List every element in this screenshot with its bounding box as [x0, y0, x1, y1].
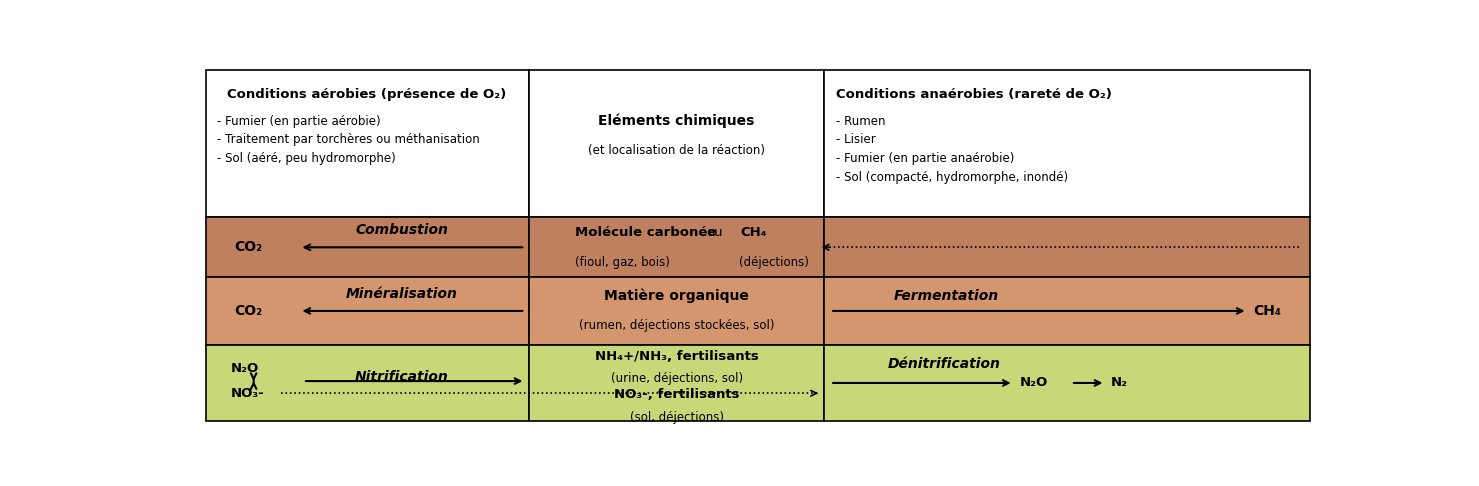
Text: N₂: N₂	[1111, 377, 1128, 389]
Text: CO₂: CO₂	[234, 240, 262, 254]
Bar	[529, 217, 824, 277]
Text: Dénitrification: Dénitrification	[887, 357, 1000, 371]
Text: Conditions aérobies (présence de O₂): Conditions aérobies (présence de O₂)	[228, 88, 507, 101]
Text: - Sol (aéré, peu hydromorphe): - Sol (aéré, peu hydromorphe)	[217, 152, 396, 165]
Text: (fioul, gaz, bois): (fioul, gaz, bois)	[574, 256, 670, 269]
Text: Conditions anaérobies (rareté de O₂): Conditions anaérobies (rareté de O₂)	[836, 88, 1112, 101]
Text: - Fumier (en partie anaérobie): - Fumier (en partie anaérobie)	[836, 152, 1015, 165]
Text: - Lisier: - Lisier	[836, 133, 876, 146]
Text: - Sol (compacté, hydromorphe, inondé): - Sol (compacté, hydromorphe, inondé)	[836, 171, 1068, 184]
Text: - Rumen: - Rumen	[836, 115, 886, 127]
Text: N₂O: N₂O	[231, 363, 259, 375]
Bar	[824, 69, 1310, 217]
Text: CH₄: CH₄	[1253, 304, 1281, 318]
Text: NO₃-: NO₃-	[231, 387, 265, 400]
Text: Minéralisation: Minéralisation	[346, 287, 457, 301]
Text: (rumen, déjections stockées, sol): (rumen, déjections stockées, sol)	[578, 319, 775, 332]
Text: (sol, déjections): (sol, déjections)	[630, 411, 723, 424]
Text: NH₄+/NH₃, fertilisants: NH₄+/NH₃, fertilisants	[595, 350, 759, 363]
Bar	[824, 277, 1310, 345]
Text: NO₃-, fertilisants: NO₃-, fertilisants	[614, 388, 740, 401]
Text: Eléments chimiques: Eléments chimiques	[599, 114, 754, 128]
Text: CH₄: CH₄	[741, 226, 768, 239]
Bar	[206, 69, 529, 217]
Text: CO₂: CO₂	[234, 304, 262, 318]
Text: (urine, déjections, sol): (urine, déjections, sol)	[611, 372, 742, 385]
Text: Molécule carbonée: Molécule carbonée	[574, 226, 716, 239]
Bar	[206, 345, 529, 421]
Text: Combustion: Combustion	[355, 224, 448, 238]
Text: ou: ou	[707, 226, 723, 239]
Text: (déjections): (déjections)	[738, 256, 809, 269]
Text: Matière organique: Matière organique	[603, 289, 748, 303]
Bar	[824, 217, 1310, 277]
Bar	[206, 277, 529, 345]
Text: - Traitement par torchères ou méthanisation: - Traitement par torchères ou méthanisat…	[217, 133, 479, 146]
Text: N₂O: N₂O	[1019, 377, 1047, 389]
Bar	[206, 217, 529, 277]
Text: (et localisation de la réaction): (et localisation de la réaction)	[589, 144, 765, 157]
Text: - Fumier (en partie aérobie): - Fumier (en partie aérobie)	[217, 115, 380, 127]
Bar	[529, 69, 824, 217]
Bar	[824, 345, 1310, 421]
Text: Fermentation: Fermentation	[893, 289, 998, 303]
Bar	[529, 277, 824, 345]
Text: Nitrification: Nitrification	[355, 370, 448, 384]
Bar	[529, 345, 824, 421]
